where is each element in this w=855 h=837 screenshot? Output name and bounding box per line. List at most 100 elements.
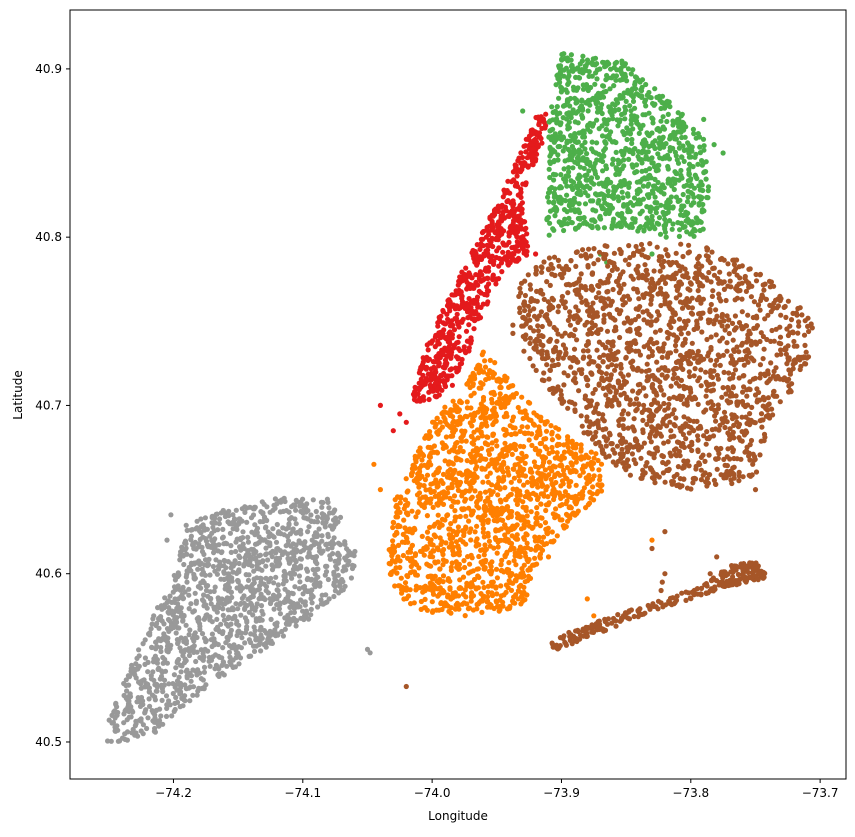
data-point xyxy=(533,271,539,277)
data-point xyxy=(747,331,753,337)
data-point xyxy=(667,148,673,154)
data-point xyxy=(503,208,509,214)
data-point xyxy=(696,253,702,259)
data-point xyxy=(549,304,556,310)
data-point xyxy=(122,731,128,737)
data-point xyxy=(234,618,240,625)
data-point xyxy=(202,646,208,652)
data-point xyxy=(758,330,764,336)
data-point xyxy=(153,707,159,714)
data-point xyxy=(643,463,649,469)
data-point xyxy=(616,418,622,424)
data-point xyxy=(590,286,596,292)
data-point xyxy=(652,194,658,200)
data-point xyxy=(214,663,220,670)
data-point xyxy=(558,185,565,191)
data-point xyxy=(768,360,774,366)
data-point xyxy=(726,370,732,376)
data-point xyxy=(718,472,724,478)
data-point xyxy=(589,139,595,145)
data-point xyxy=(553,82,559,88)
data-point xyxy=(630,276,636,282)
data-point xyxy=(677,279,683,285)
data-point xyxy=(640,467,646,473)
data-point xyxy=(313,530,320,537)
data-point xyxy=(703,407,709,413)
data-point xyxy=(289,575,295,581)
data-point xyxy=(574,249,580,255)
data-point xyxy=(246,637,252,643)
data-point xyxy=(553,172,559,178)
data-point xyxy=(643,168,649,174)
data-point xyxy=(210,563,216,570)
data-point xyxy=(648,466,654,472)
data-point xyxy=(285,612,291,619)
data-point xyxy=(656,140,662,147)
data-point xyxy=(473,279,479,285)
data-point xyxy=(662,154,668,160)
data-point xyxy=(509,179,515,185)
data-point xyxy=(568,52,575,58)
data-point xyxy=(223,640,229,646)
data-point xyxy=(673,415,679,421)
data-point xyxy=(314,566,320,573)
data-point xyxy=(515,167,521,173)
data-point xyxy=(523,136,529,142)
data-point xyxy=(435,320,441,326)
data-point xyxy=(489,253,495,259)
data-point xyxy=(165,598,172,604)
data-point xyxy=(496,263,502,269)
data-point xyxy=(699,310,705,316)
data-point xyxy=(224,663,230,669)
data-point xyxy=(518,150,524,156)
data-point xyxy=(217,516,223,522)
data-point xyxy=(704,475,711,482)
data-point xyxy=(618,179,624,185)
data-point xyxy=(679,203,685,209)
data-point xyxy=(133,721,139,727)
data-point xyxy=(593,294,600,301)
data-point xyxy=(630,366,637,372)
data-point xyxy=(194,634,200,641)
data-point xyxy=(591,409,597,415)
data-point xyxy=(785,332,792,339)
data-point xyxy=(180,595,187,601)
data-point xyxy=(589,307,596,313)
data-point xyxy=(668,276,674,282)
data-point xyxy=(615,123,621,129)
data-point xyxy=(541,259,547,265)
data-point xyxy=(760,394,767,400)
data-point xyxy=(732,313,739,319)
data-point xyxy=(600,359,606,365)
data-point xyxy=(158,638,164,644)
data-point xyxy=(569,64,575,70)
data-point xyxy=(112,708,118,714)
data-point xyxy=(160,689,166,695)
data-point xyxy=(632,105,638,111)
data-point xyxy=(635,390,641,396)
data-point xyxy=(595,363,601,369)
data-point xyxy=(576,276,583,282)
data-point xyxy=(717,269,723,275)
data-point xyxy=(707,434,713,440)
data-point xyxy=(197,536,203,543)
data-point xyxy=(238,537,244,543)
data-point xyxy=(332,583,338,590)
data-point xyxy=(585,382,591,389)
data-point xyxy=(258,603,265,609)
data-point xyxy=(641,143,647,149)
data-point xyxy=(109,712,115,719)
data-point xyxy=(586,246,592,252)
data-point xyxy=(700,136,707,142)
data-point xyxy=(305,508,311,514)
data-point xyxy=(183,622,189,628)
data-point xyxy=(152,712,158,718)
data-point xyxy=(142,655,148,661)
data-point xyxy=(244,584,250,590)
data-point xyxy=(203,682,209,688)
data-point xyxy=(426,396,432,403)
data-point xyxy=(505,190,511,196)
data-point xyxy=(331,580,337,586)
data-point xyxy=(720,150,726,156)
data-point xyxy=(198,580,204,586)
